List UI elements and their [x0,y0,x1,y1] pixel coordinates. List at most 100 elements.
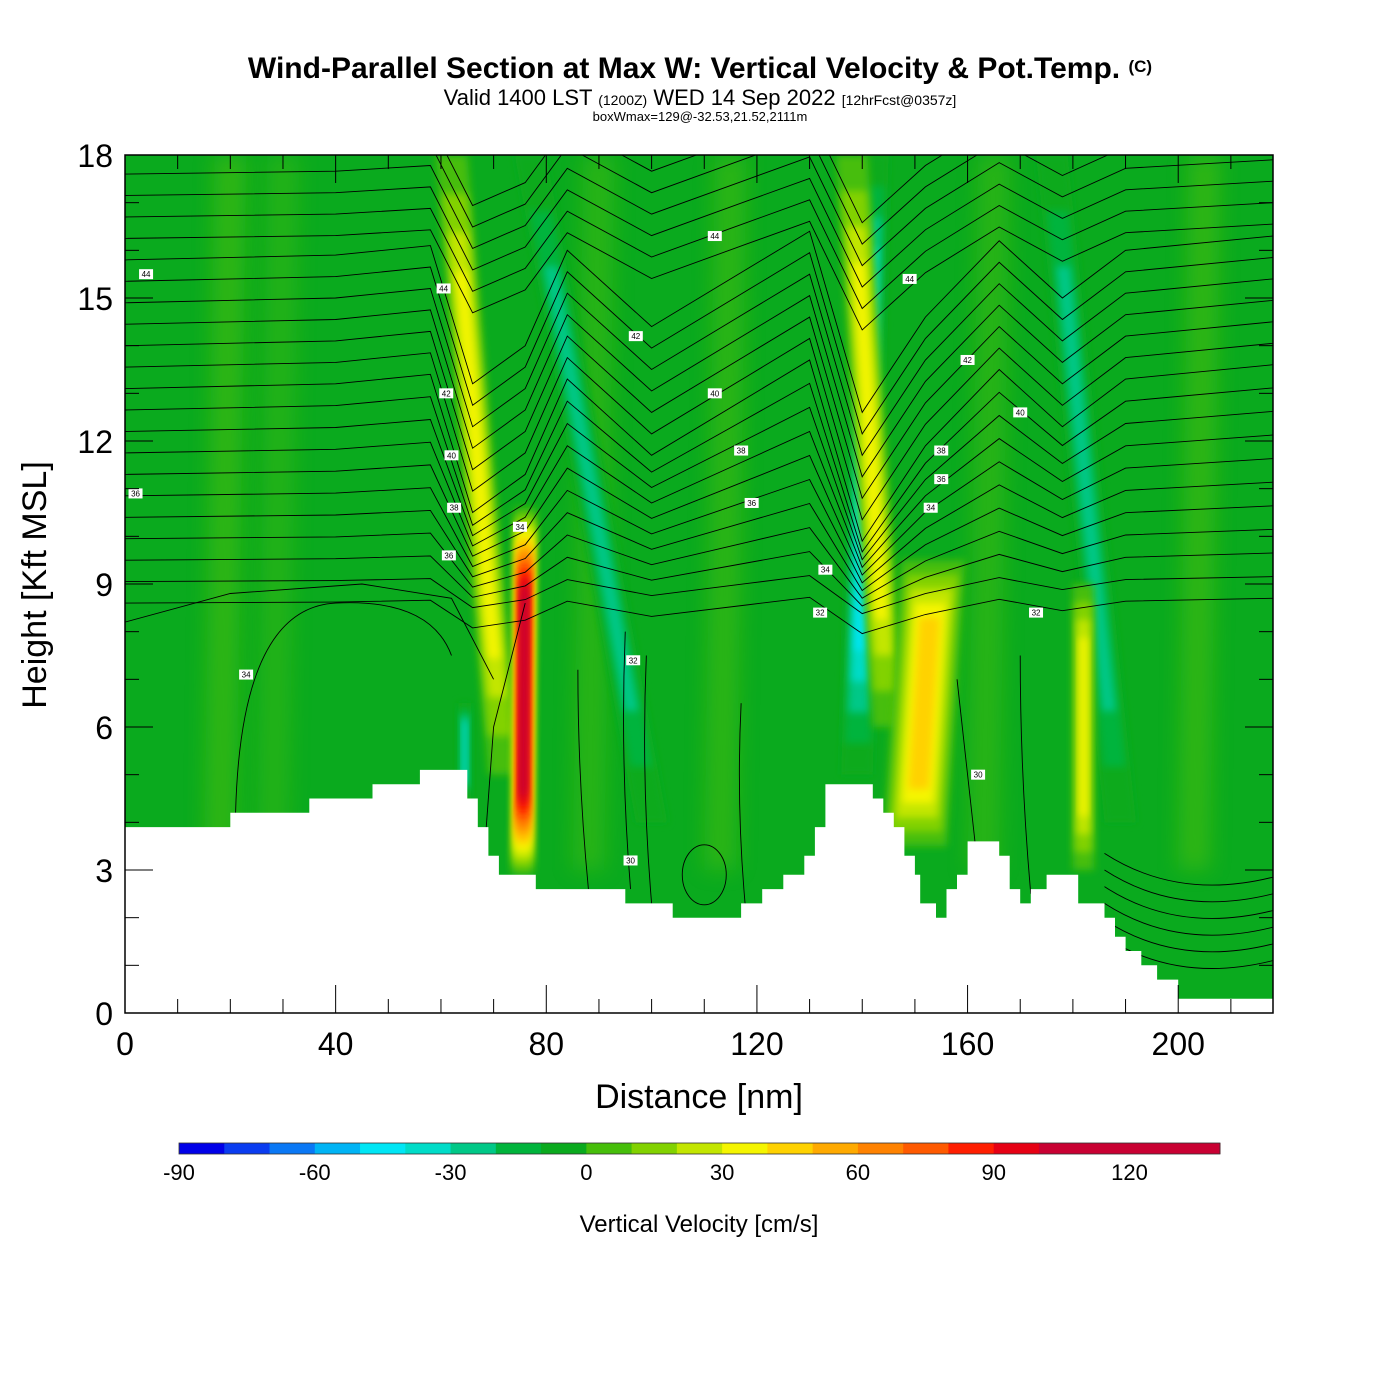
theta-label: 36 [744,497,759,508]
theta-label: 34 [923,502,938,513]
theta-contour [435,155,1109,245]
theta-label-box [1013,407,1028,418]
theta-label: 38 [447,502,462,513]
colorbar-swatch [314,1143,361,1154]
plot-area: 44 44 42 40 38 36 36 34 34 44 42 40 38 36 32 30 44 42 40 38… [125,155,1273,1013]
theta-contour [125,502,1273,592]
theta-label: 42 [960,354,975,365]
field-texture [1178,155,1221,870]
valid-utc: (1200Z) [598,92,648,108]
colorbar-tick-label: 30 [710,1160,734,1185]
colorbar-swatch [903,1143,949,1154]
theta-label-text: 38 [737,447,746,456]
y-tick-label: 18 [77,138,113,174]
theta-contour [125,316,1273,500]
theta-contour [125,454,1273,576]
x-tick-label: 120 [730,1026,783,1062]
theta-label-box [623,855,638,866]
theta-label-text: 44 [439,284,448,293]
theta-label-text: 36 [937,475,946,484]
theta-label-box [707,388,722,399]
theta-contour [125,596,1273,635]
colorbar-swatch [676,1143,723,1154]
valid-prefix: Valid 1400 LST [443,85,593,110]
valid-date: WED 14 Sep 2022 [653,85,836,110]
updraft-3 [455,271,501,659]
theta-label-box [923,502,938,513]
x-tick-label: 160 [941,1026,994,1062]
colorbar-tick-label: 0 [580,1160,592,1185]
theta-label: 30 [971,769,986,780]
colorbar-swatch [1038,1143,1085,1154]
theta-label-box [436,283,451,294]
colorbar-swatch [857,1143,904,1154]
colorbar-tick-label: -30 [435,1160,467,1185]
theta-contour [681,844,727,906]
theta-label-box [439,388,454,399]
colorbar-tick-label: -60 [299,1160,331,1185]
theta-label-box [239,669,254,680]
theta-label-text: 42 [442,389,451,398]
theta-label-text: 38 [450,504,459,513]
y-tick-label: 9 [95,567,113,603]
theta-contour [125,252,1273,435]
theta-label-text: 40 [1016,408,1025,417]
theta-label-box [960,354,975,365]
theta-label-box [139,269,154,280]
chart-title: Wind-Parallel Section at Max W: Vertical… [0,52,1400,86]
colorbar-tick-label: 120 [1111,1160,1148,1185]
theta-label-text: 38 [937,447,946,456]
colorbar-swatch [631,1143,678,1154]
x-tick-label: 80 [528,1026,564,1062]
theta-label: 44 [902,273,917,284]
theta-contour [125,156,1273,267]
box-wmax-line: boxWmax=129@-32.53,21.52,2111m [592,109,808,124]
field-texture [256,155,299,870]
updraft-1 [520,591,527,791]
x-tick-label: 40 [318,1026,354,1062]
theta-label-text: 40 [447,451,456,460]
copyright-mark: (C) [1128,57,1153,76]
field-texture [704,155,747,870]
theta-label-box [934,445,949,456]
terrain-mask [125,769,1273,1013]
downdraft-2 [543,266,639,712]
theta-contour [125,430,1273,569]
theta-label-box [626,655,641,666]
colorbar-swatch [993,1143,1040,1154]
colorbar-swatch [767,1143,814,1154]
valid-time-line: Valid 1400 LST (1200Z) WED 14 Sep 2022 [… [0,85,1400,111]
updraft-4 [852,262,888,620]
theta-label: 32 [1029,607,1044,618]
theta-contour [125,575,1273,615]
theta-contour [125,359,1273,543]
colorbar-swatch [269,1143,316,1154]
theta-label-text: 34 [516,523,525,532]
theta-contour [1104,919,1273,953]
theta-contour [125,551,1273,607]
theta-label-text: 30 [626,856,635,865]
theta-label: 44 [139,269,154,280]
y-tick-label: 15 [77,281,113,317]
colorbar-tick-label: 60 [846,1160,870,1185]
colorbar-swatch [495,1143,542,1154]
theta-label: 36 [934,474,949,485]
theta-contour [1104,902,1273,936]
theta-label-text: 32 [629,656,638,665]
theta-label: 44 [436,283,451,294]
theta-label: 44 [707,231,722,242]
theta-label: 34 [818,564,833,575]
theta-label-text: 36 [747,499,756,508]
theta-label: 42 [628,331,643,342]
theta-label-box [447,502,462,513]
theta-label: 32 [813,607,828,618]
theta-contour [125,220,1273,331]
colorbar-swatch [586,1143,633,1154]
y-axis-label: Height [Kft MSL] [16,461,54,709]
theta-label: 36 [128,488,143,499]
theta-label-box [1029,607,1044,618]
theta-label: 40 [1013,407,1028,418]
updraft-5 [1079,637,1088,817]
y-tick-label: 12 [77,424,113,460]
colorbar-swatch [1084,1143,1130,1154]
